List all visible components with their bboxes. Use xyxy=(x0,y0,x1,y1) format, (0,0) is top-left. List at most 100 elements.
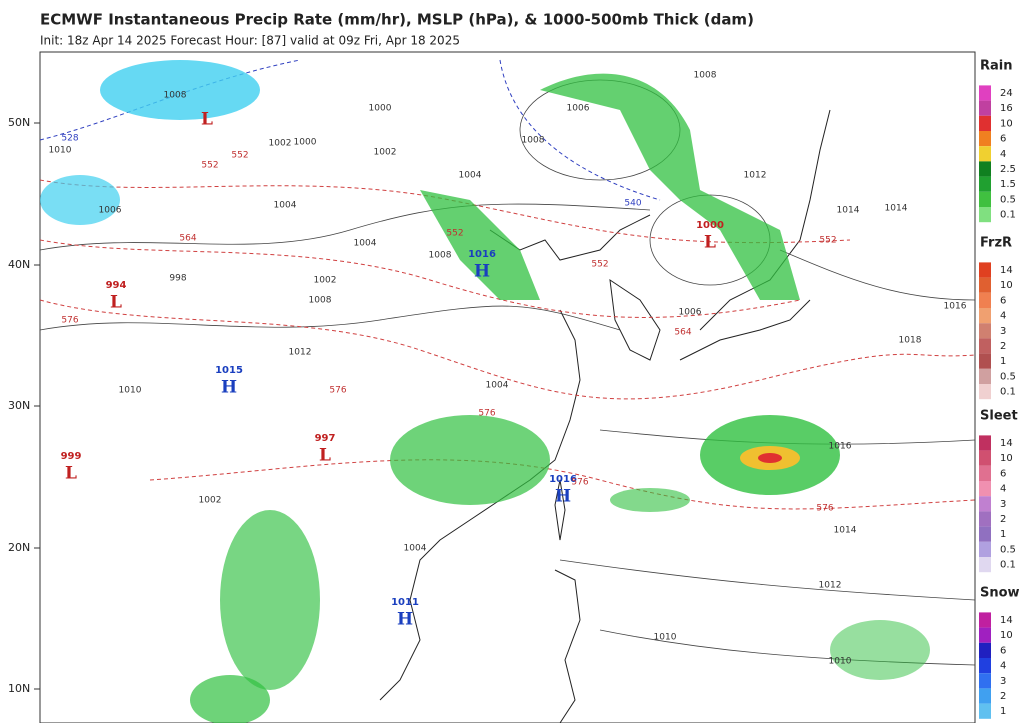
contour-label: 1010 xyxy=(654,633,677,643)
legend-title: Sleet xyxy=(980,409,1018,424)
legend-label: 4 xyxy=(1000,661,1006,672)
contour-label: 1002 xyxy=(374,148,397,158)
center-letter: H xyxy=(397,610,413,630)
contour-label: 1010 xyxy=(829,657,852,667)
legend-label: 4 xyxy=(1000,149,1006,160)
legend: Rain241610642.51.50.50.1FrzR1410643210.5… xyxy=(979,59,1020,719)
legend-label: 0.1 xyxy=(1000,387,1016,398)
center-letter: H xyxy=(474,262,490,282)
legend-swatch xyxy=(979,308,991,324)
legend-swatch xyxy=(979,100,991,116)
legend-swatch xyxy=(979,511,991,527)
coastlines xyxy=(379,109,831,724)
center-value: 1016 xyxy=(468,249,496,260)
map-frame xyxy=(39,51,976,724)
center-value: 1000 xyxy=(696,220,724,231)
legend-swatch xyxy=(979,207,991,223)
contour-label: 1006 xyxy=(679,308,702,318)
contour-label: 564 xyxy=(179,234,196,244)
legend-swatch xyxy=(979,338,991,354)
legend-swatch xyxy=(979,435,991,451)
legend-label: 10 xyxy=(1000,118,1013,129)
legend-label: 2.5 xyxy=(1000,164,1016,175)
center-letter: H xyxy=(221,378,237,398)
contour-label: 576 xyxy=(61,316,78,326)
legend-label: 24 xyxy=(1000,88,1013,99)
latitude-label: 50N xyxy=(8,116,30,129)
legend-swatch xyxy=(979,292,991,308)
legend-title: Snow xyxy=(980,586,1020,601)
latitude-label: 40N xyxy=(8,258,30,271)
precip xyxy=(40,60,930,725)
legend-swatch xyxy=(979,658,991,674)
legend-label: 0.1 xyxy=(1000,210,1016,221)
legend-swatch xyxy=(979,85,991,101)
center-letter: L xyxy=(65,464,77,484)
legend-label: 1 xyxy=(1000,356,1006,367)
center-letter: L xyxy=(201,110,213,130)
contour-label: 564 xyxy=(674,328,691,338)
legend-swatch xyxy=(979,465,991,481)
latitude-label: 20N xyxy=(8,541,30,554)
legend-label: 10 xyxy=(1000,453,1013,464)
contour-label: 1014 xyxy=(885,204,908,214)
contour-label: 1002 xyxy=(314,276,337,286)
legend-label: 2 xyxy=(1000,341,1006,352)
center-value: 994 xyxy=(106,280,127,291)
contour-label: 1008 xyxy=(429,251,452,261)
contour-label: 1012 xyxy=(744,171,767,181)
contour-label: 552 xyxy=(591,260,608,270)
center-value: 997 xyxy=(315,433,336,444)
contour-label: 1004 xyxy=(274,201,297,211)
legend-swatch xyxy=(979,496,991,512)
legend-label: 4 xyxy=(1000,311,1006,322)
contour-label: 1006 xyxy=(567,104,590,114)
center-letter: H xyxy=(555,487,571,507)
contour-label: 552 xyxy=(446,229,463,239)
contour-label: 1004 xyxy=(486,381,509,391)
legend-swatch xyxy=(979,526,991,542)
center-value: 999 xyxy=(61,451,82,462)
legend-title: Rain xyxy=(980,59,1013,74)
map-labels: L 994 L 1015 H 999 L 997 L 1016 H 1000 L 1016 H 1011 H 10… xyxy=(49,71,967,667)
contour-label: 1008 xyxy=(309,296,332,306)
contour-label: 1004 xyxy=(404,544,427,554)
legend-swatch xyxy=(979,557,991,573)
legend-label: 1.5 xyxy=(1000,179,1016,190)
legend-swatch xyxy=(979,612,991,628)
contour-label: 1008 xyxy=(522,136,545,146)
contour-label: 1002 xyxy=(199,496,222,506)
legend-title: FrzR xyxy=(980,236,1012,251)
contour-label: 576 xyxy=(571,478,588,488)
center-value: 1016 xyxy=(549,474,577,485)
legend-label: 0.1 xyxy=(1000,560,1016,571)
contour-label: 1008 xyxy=(164,91,187,101)
contour-label: 1016 xyxy=(829,442,852,452)
legend-label: 2 xyxy=(1000,514,1006,525)
legend-swatch xyxy=(979,262,991,278)
contour-label: 998 xyxy=(169,274,186,284)
legend-swatch xyxy=(979,131,991,147)
contour-label: 1008 xyxy=(694,71,717,81)
latitude-label: 30N xyxy=(8,399,30,412)
legend-swatch xyxy=(979,277,991,293)
center-value: 1015 xyxy=(215,365,243,376)
legend-swatch xyxy=(979,673,991,689)
legend-label: 3 xyxy=(1000,499,1006,510)
center-letter: L xyxy=(704,233,716,253)
contour-label: 1018 xyxy=(899,336,922,346)
legend-label: 1 xyxy=(1000,529,1006,540)
legend-label: 0.5 xyxy=(1000,371,1016,382)
contour-label: 552 xyxy=(231,151,248,161)
legend-swatch xyxy=(979,642,991,658)
legend-swatch xyxy=(979,450,991,466)
contour-label: 528 xyxy=(61,134,78,144)
legend-label: 14 xyxy=(1000,615,1013,626)
legend-label: 6 xyxy=(1000,134,1006,145)
legend-label: 2 xyxy=(1000,691,1006,702)
center-letter: L xyxy=(110,293,122,313)
legend-swatch xyxy=(979,161,991,177)
legend-swatch xyxy=(979,176,991,192)
